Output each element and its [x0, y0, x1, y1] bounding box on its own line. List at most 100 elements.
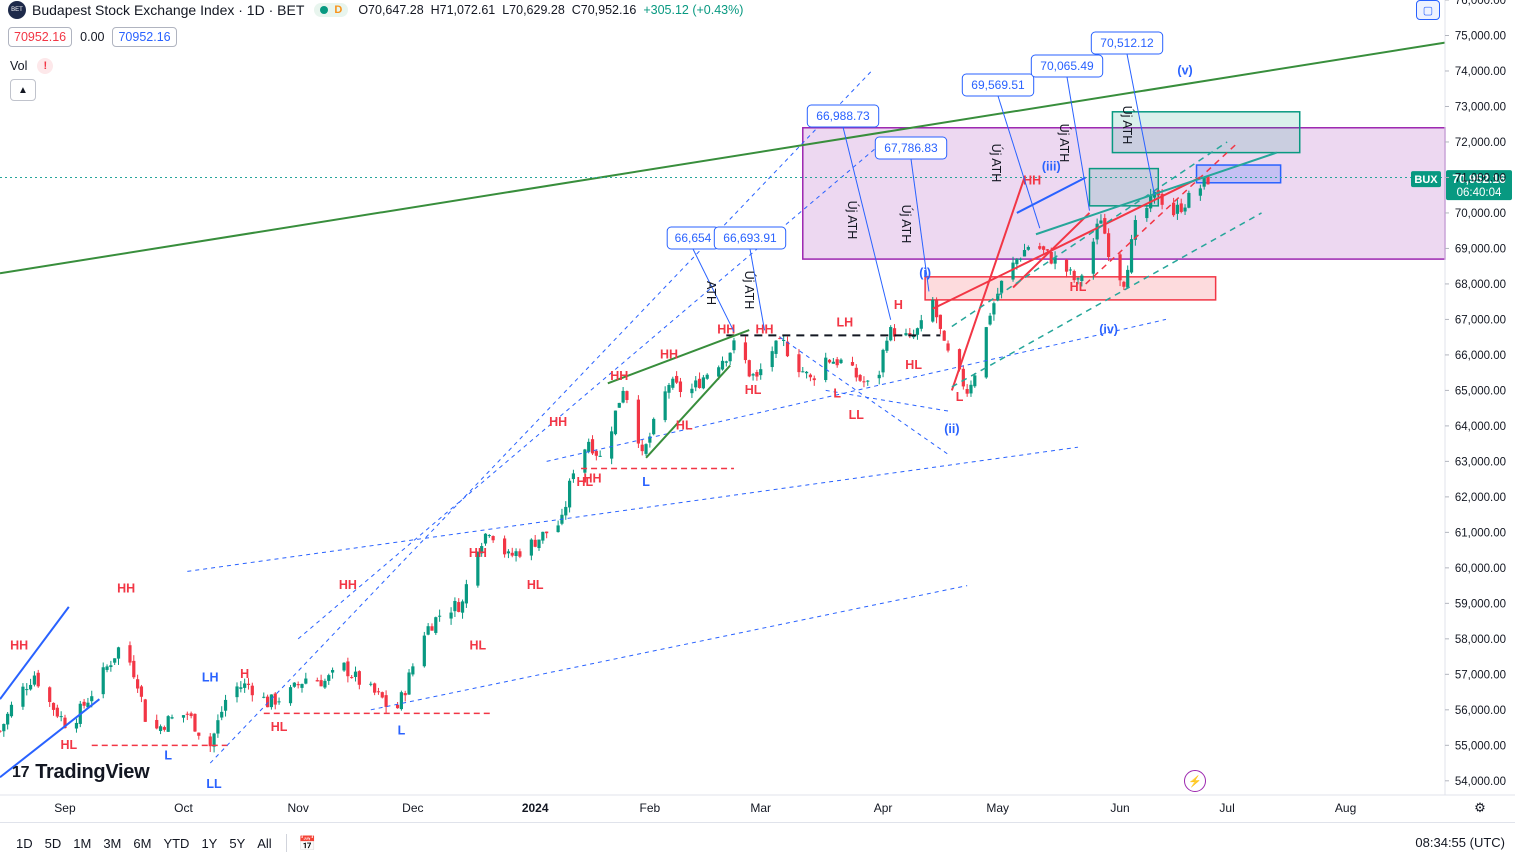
candle-body [965, 389, 969, 394]
candle-body [158, 726, 163, 731]
quote-row: 70952.16 0.00 70952.16 [8, 27, 177, 47]
market-status-dot [320, 6, 329, 14]
candle-body [1022, 250, 1027, 257]
candle-body [961, 368, 965, 387]
candle-body [564, 506, 568, 516]
hh-label: HH [469, 546, 487, 560]
uj-ath-label: Új ATH [1057, 124, 1072, 163]
callout-pointer [692, 248, 735, 332]
candle-body [598, 455, 602, 457]
timeframe-ytd[interactable]: YTD [163, 835, 190, 851]
uj-ath-label: Új ATH [742, 271, 757, 310]
buy-price-box[interactable]: 70952.16 [112, 27, 177, 47]
timeframe-5d[interactable]: 5D [44, 835, 62, 851]
candle-body [1042, 246, 1046, 250]
sell-price-box[interactable]: 70952.16 [8, 27, 73, 47]
symbol-title[interactable]: Budapest Stock Exchange Index · 1D · BET [32, 2, 305, 18]
x-axis[interactable]: Sep Oct Nov Dec 2024 Feb Mar Apr May Jun Jul Aug ⚙ [0, 794, 1515, 816]
timeframe-1m[interactable]: 1M [73, 835, 92, 851]
hh-label: HH [549, 415, 567, 429]
calendar-icon[interactable]: 📅 [298, 834, 317, 851]
hh-label: HH [583, 472, 601, 486]
volume-label[interactable]: Vol [10, 59, 28, 73]
trend-teal-dashed [951, 212, 1262, 388]
candle-body [617, 402, 621, 408]
callout-box [1090, 31, 1164, 55]
candle-body [854, 367, 858, 378]
tradingview-logo[interactable]: 17 TradingView [12, 761, 150, 784]
impulse-line [950, 177, 1026, 391]
candle-body [1049, 251, 1053, 264]
y-tick-label: 68,000.00 [1455, 279, 1506, 291]
callout-66654: 66,654 [675, 231, 712, 245]
timeframe-all[interactable]: All [257, 835, 272, 851]
open-value: O70,647.28 [358, 3, 424, 17]
bolt-icon[interactable]: ⚡ [1184, 770, 1206, 792]
candle-body [438, 615, 442, 617]
candle-body [827, 359, 832, 363]
y-tick-label: 71,000.00 [1455, 172, 1506, 184]
collapse-chevron-icon[interactable]: ▲ [10, 79, 36, 101]
candle-body [759, 369, 763, 376]
high-value: H71,072.61 [430, 3, 496, 17]
candle-body [86, 702, 90, 708]
candle-body [885, 340, 889, 351]
candle-body [858, 375, 862, 381]
candle-body [625, 391, 629, 400]
l-label: L [398, 724, 406, 738]
candle-body [212, 733, 216, 747]
compare-icon[interactable]: ▢ [1416, 0, 1440, 20]
candle-body [1160, 193, 1164, 205]
utc-clock[interactable]: 08:34:55 (UTC) [1415, 835, 1505, 850]
candle-body [973, 375, 977, 387]
wedge-upper-line [607, 329, 750, 385]
settings-gear-icon: ⚙ [1474, 801, 1486, 816]
l-label: L [956, 390, 964, 404]
candle-body [51, 702, 56, 710]
timeframe-1y[interactable]: 1Y [201, 835, 218, 851]
hl-label: HL [1070, 280, 1087, 294]
timeframe-3m[interactable]: 3M [103, 835, 122, 851]
x-tick-label: May [986, 801, 1009, 815]
candle-body [801, 371, 805, 373]
candle-body [323, 680, 327, 688]
timeframe-6m[interactable]: 6M [133, 835, 152, 851]
candle-body [697, 378, 702, 388]
candle-body [170, 717, 174, 719]
l-label: L [833, 387, 841, 401]
candle-body [449, 612, 453, 619]
candle-body [373, 683, 377, 693]
wedge-dashed-line [779, 336, 949, 455]
candle-body [892, 328, 897, 337]
candle-body [778, 337, 782, 339]
candle-body [770, 351, 774, 368]
candle-body [136, 679, 140, 689]
timeframe-1d[interactable]: 1D [16, 835, 33, 851]
candle-body [785, 341, 790, 357]
candle-body [55, 707, 59, 717]
candle-body [1126, 269, 1130, 288]
hh-label: HH [10, 638, 28, 652]
candle-body [376, 691, 381, 693]
y-tick-label: 72,000.00 [1455, 137, 1506, 149]
candle-body [824, 357, 828, 381]
candle-body [808, 374, 813, 378]
candle-body [0, 730, 2, 732]
x-tick-label: Nov [288, 801, 309, 815]
status-pill[interactable]: D [314, 3, 349, 17]
y-tick-label: 58,000.00 [1455, 634, 1506, 646]
candle-body [250, 685, 254, 696]
y-tick-label: 75,000.00 [1455, 30, 1506, 42]
candle-body [395, 704, 400, 709]
timeframe-5y[interactable]: 5Y [229, 835, 246, 851]
candle-body [21, 686, 25, 707]
y-axis[interactable]: 54,000.00 55,000.00 56,000.00 57,000.00 58,0… [1444, 0, 1506, 795]
candle-body [155, 719, 159, 729]
warning-icon[interactable]: ! [37, 58, 54, 74]
candle-body [181, 715, 186, 718]
candle-body [357, 671, 361, 685]
candle-body [273, 693, 277, 705]
callout-pointer [749, 248, 766, 331]
